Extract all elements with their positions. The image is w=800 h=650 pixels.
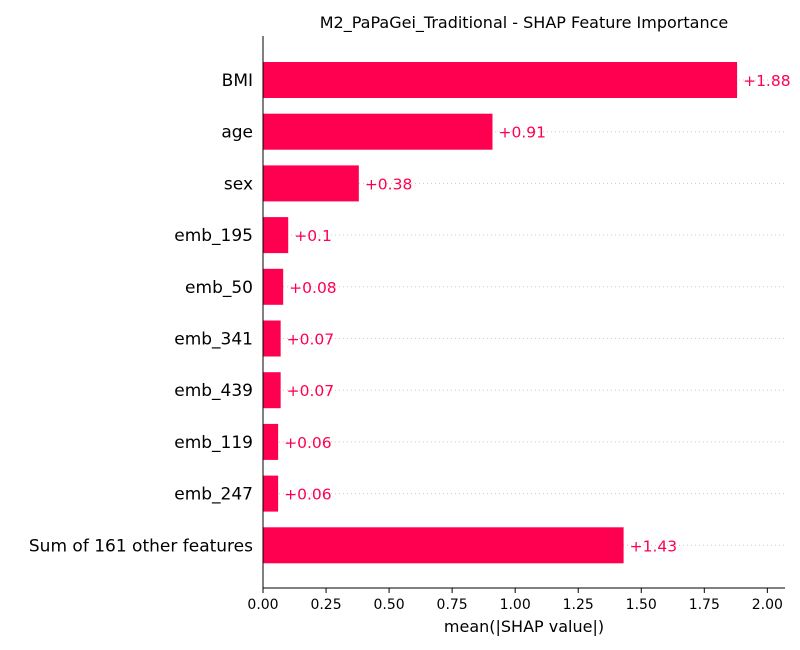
y-tick-label: emb_195: [174, 226, 253, 246]
y-tick-label: Sum of 161 other features: [29, 536, 253, 556]
x-tick-label: 0.00: [247, 597, 278, 613]
value-label: +0.08: [289, 279, 337, 297]
bar-sum-of-161-other-features: [263, 527, 624, 564]
x-tick-label: 0.25: [310, 597, 341, 613]
bar-emb-119: [263, 423, 279, 460]
y-tick-label: sex: [224, 174, 253, 194]
bar-emb-439: [263, 372, 281, 409]
value-label: +0.91: [498, 124, 546, 142]
value-label: +0.07: [287, 382, 335, 400]
bar-emb-195: [263, 217, 289, 254]
x-tick-label: 0.75: [437, 597, 468, 613]
x-tick-label: 0.50: [374, 597, 405, 613]
y-tick-label: BMI: [222, 71, 253, 91]
value-label: +0.07: [287, 331, 335, 349]
y-tick-label: emb_50: [185, 278, 253, 298]
y-tick-label: emb_247: [174, 485, 253, 505]
x-axis-ticks: 0.00 0.25 0.50 0.75 1.00 1.25 1.50 1.75 2.00: [247, 588, 783, 613]
value-label: +0.38: [365, 175, 413, 193]
y-tick-label: emb_439: [174, 381, 253, 401]
bar-age: [263, 113, 493, 150]
value-label: +0.06: [284, 486, 332, 504]
value-labels: +1.88 +0.91 +0.38 +0.1 +0.08 +0.07 +0.07 +0.06 +…: [284, 72, 790, 555]
bar-bmi: [263, 62, 738, 98]
bar-emb-341: [263, 320, 281, 357]
x-tick-label: 1.75: [689, 597, 720, 613]
y-tick-label: age: [221, 123, 253, 143]
value-label: +0.1: [294, 227, 332, 245]
value-label: +1.43: [630, 537, 678, 555]
bar-emb-50: [263, 268, 284, 305]
row-guides: [263, 79, 785, 546]
x-tick-label: 1.25: [563, 597, 594, 613]
bar-emb-247: [263, 475, 279, 512]
x-axis-label: mean(|SHAP value|): [444, 617, 604, 636]
chart-title: M2_PaPaGei_Traditional - SHAP Feature Im…: [320, 13, 729, 33]
bar-sex: [263, 165, 359, 202]
x-tick-label: 2.00: [752, 597, 783, 613]
x-tick-label: 1.00: [500, 597, 531, 613]
y-tick-labels: BMI age sex emb_195 emb_50 emb_341 emb_439 emb_…: [29, 71, 253, 556]
y-tick-label: emb_341: [174, 330, 253, 350]
bars: [263, 62, 738, 564]
x-tick-label: 1.50: [626, 597, 657, 613]
value-label: +0.06: [284, 434, 332, 452]
y-tick-label: emb_119: [174, 433, 253, 453]
value-label: +1.88: [743, 72, 791, 90]
